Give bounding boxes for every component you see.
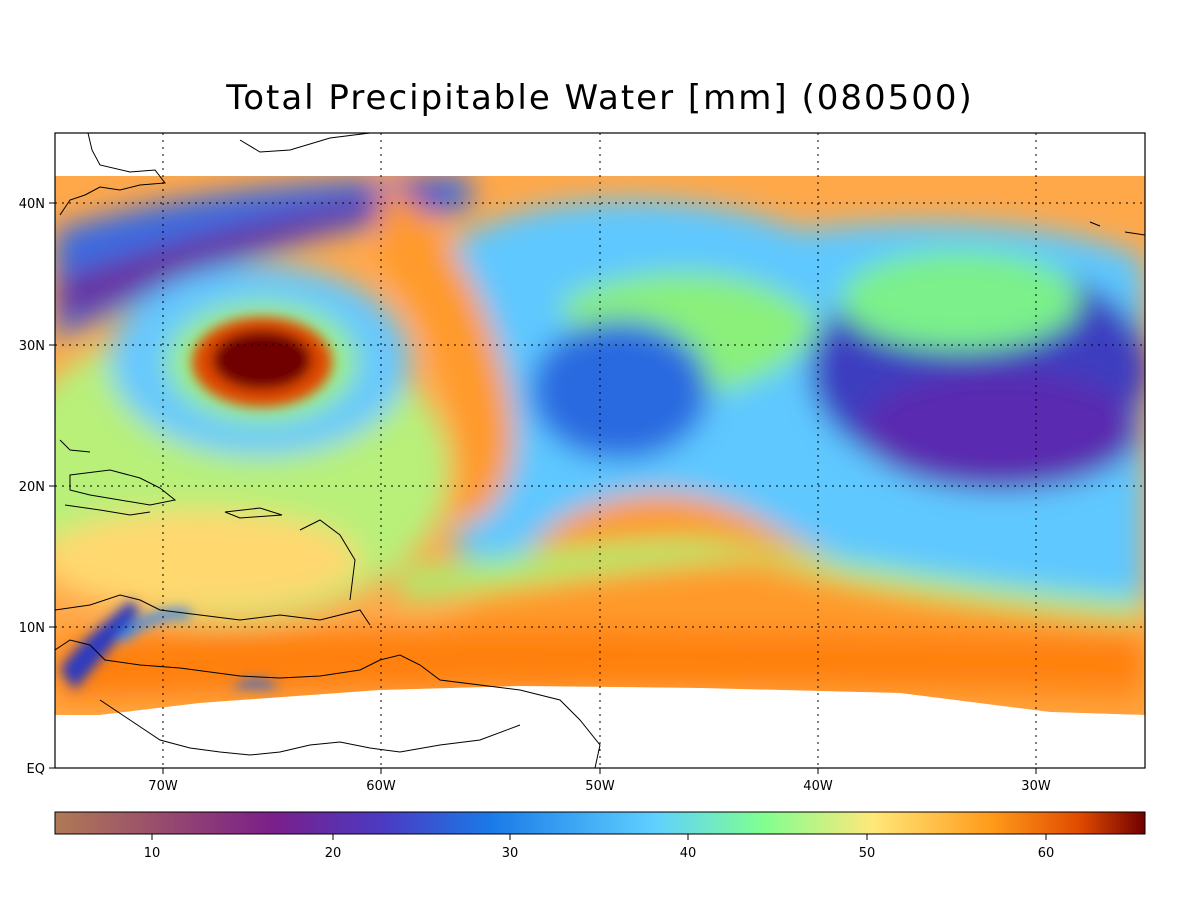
lon-label-40w: 40W	[803, 779, 833, 794]
colorbar-label-50: 50	[859, 846, 876, 861]
lat-label-20n: 20N	[19, 480, 45, 495]
colorbar-label-30: 30	[502, 846, 519, 861]
axis-ticks	[49, 202, 1037, 774]
graticule	[55, 133, 1145, 768]
lon-label-30w: 30W	[1021, 779, 1051, 794]
colorbar-label-20: 20	[325, 846, 342, 861]
precipitable-water-field	[55, 133, 1145, 768]
coastlines	[55, 133, 1145, 768]
lat-label-eq: EQ	[27, 762, 45, 777]
lon-label-60w: 60W	[366, 779, 396, 794]
lon-label-70w: 70W	[148, 779, 178, 794]
colorbar-label-10: 10	[144, 846, 161, 861]
lat-label-40n: 40N	[19, 197, 45, 212]
lon-label-50w: 50W	[585, 779, 615, 794]
colorbar-label-60: 60	[1038, 846, 1055, 861]
colorbar-ticks	[151, 834, 1047, 840]
map-title: Total Precipitable Water [mm] (080500)	[226, 78, 974, 118]
colorbar	[54, 811, 1146, 835]
lat-label-30n: 30N	[19, 339, 45, 354]
colorbar-label-40: 40	[680, 846, 697, 861]
lat-label-10n: 10N	[19, 621, 45, 636]
